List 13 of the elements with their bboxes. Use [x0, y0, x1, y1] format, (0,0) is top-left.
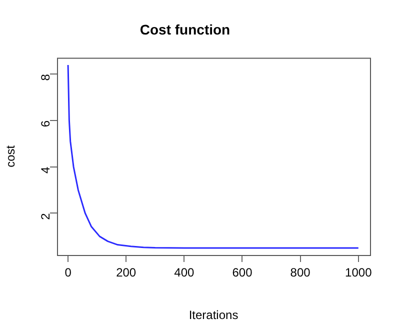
x-tick-label: 400	[174, 266, 195, 280]
y-tick-label: 8	[38, 74, 52, 81]
x-tick-label: 800	[290, 266, 311, 280]
x-axis-title: Iterations	[188, 308, 238, 322]
y-tick-label: 4	[38, 166, 52, 174]
y-tick-label: 2	[38, 212, 52, 220]
x-tick-label: 600	[232, 266, 253, 280]
x-tick-label: 200	[116, 266, 136, 280]
y-tick-label: 6	[38, 120, 52, 128]
x-tick-label: 1000	[345, 266, 372, 280]
x-tick-label: 0	[64, 266, 72, 280]
y-axis-title: cost	[4, 144, 18, 168]
chart-title: Cost function	[140, 21, 230, 38]
